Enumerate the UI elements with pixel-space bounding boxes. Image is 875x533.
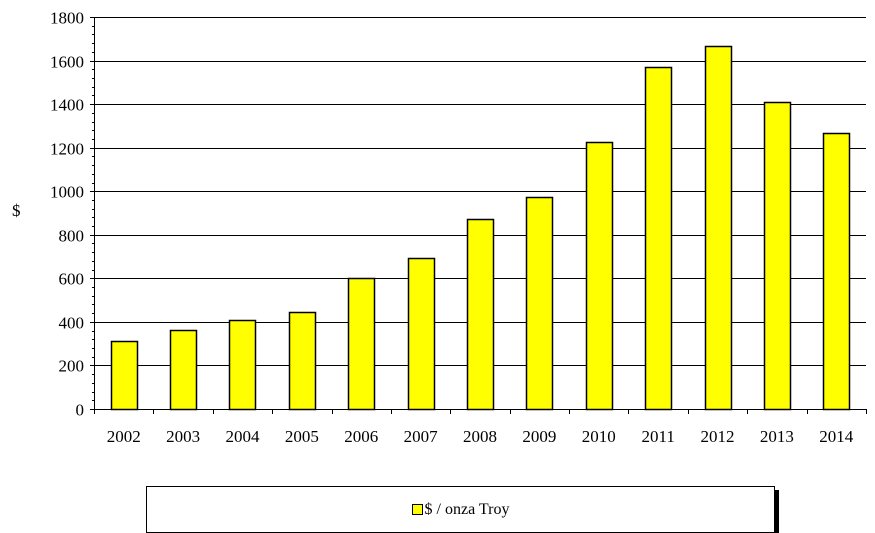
bar-2013: [763, 101, 792, 411]
bar-2011: [644, 66, 673, 411]
bars: [110, 45, 851, 411]
bar-2007: [407, 257, 436, 411]
x-tick-label: 2011: [641, 427, 674, 446]
x-tick-label: 2004: [225, 427, 260, 446]
x-tick-label: 2007: [404, 427, 439, 446]
x-tick-label: 2010: [582, 427, 616, 446]
bar-2010: [585, 141, 614, 411]
bar-2006: [347, 277, 376, 411]
tick-labels: 0 200 400 600 800 1000 1200 1400 1600 1800 2002 200…: [50, 9, 854, 447]
y-tick-label: 600: [59, 270, 85, 289]
bar-2003: [169, 329, 198, 411]
bar-2009: [525, 196, 554, 411]
legend-swatch: [411, 504, 423, 515]
gridlines: [94, 17, 866, 366]
y-tick-label: 200: [59, 357, 85, 376]
x-tick-label: 2013: [760, 427, 794, 446]
x-tick-label: 2009: [522, 427, 556, 446]
axes: [90, 17, 867, 414]
bar-2014: [822, 132, 851, 411]
legend-label: $ / onza Troy: [424, 500, 510, 518]
y-tick-label: 1200: [50, 140, 84, 159]
y-tick-label: 0: [76, 401, 85, 420]
x-tick-label: 2002: [107, 427, 141, 446]
y-tick-label: 1000: [50, 183, 84, 202]
y-tick-label: 1400: [50, 96, 84, 115]
x-tick-label: 2003: [166, 427, 200, 446]
legend: $ / onza Troy: [146, 486, 775, 533]
x-tick-label: 2012: [701, 427, 735, 446]
y-axis-title: $: [12, 201, 21, 220]
y-tick-label: 1800: [50, 9, 84, 28]
y-tick-label: 800: [59, 227, 85, 246]
x-tick-label: 2014: [819, 427, 854, 446]
x-tick-label: 2008: [463, 427, 497, 446]
bar-2002: [110, 340, 139, 411]
y-tick-label: 1600: [50, 53, 84, 72]
bar-2008: [466, 218, 495, 411]
x-tick-label: 2005: [285, 427, 319, 446]
bar-2005: [288, 311, 317, 411]
bar-2004: [228, 319, 257, 411]
x-tick-label: 2006: [344, 427, 378, 446]
bar-2012: [704, 45, 733, 411]
y-tick-label: 400: [59, 314, 85, 333]
